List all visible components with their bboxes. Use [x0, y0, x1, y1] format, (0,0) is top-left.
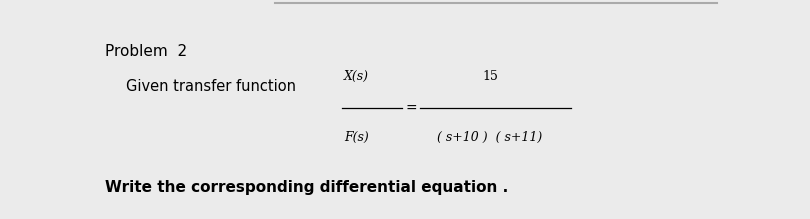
Text: Given transfer function: Given transfer function — [126, 79, 296, 94]
Text: F(s): F(s) — [344, 131, 369, 144]
Text: ( s+10 )  ( s+11): ( s+10 ) ( s+11) — [437, 131, 543, 144]
Text: X(s): X(s) — [344, 70, 369, 83]
Text: Write the corresponding differential equation .: Write the corresponding differential equ… — [105, 180, 509, 194]
Text: 15: 15 — [482, 70, 498, 83]
Text: Problem  2: Problem 2 — [105, 44, 187, 59]
Text: =: = — [406, 101, 417, 115]
